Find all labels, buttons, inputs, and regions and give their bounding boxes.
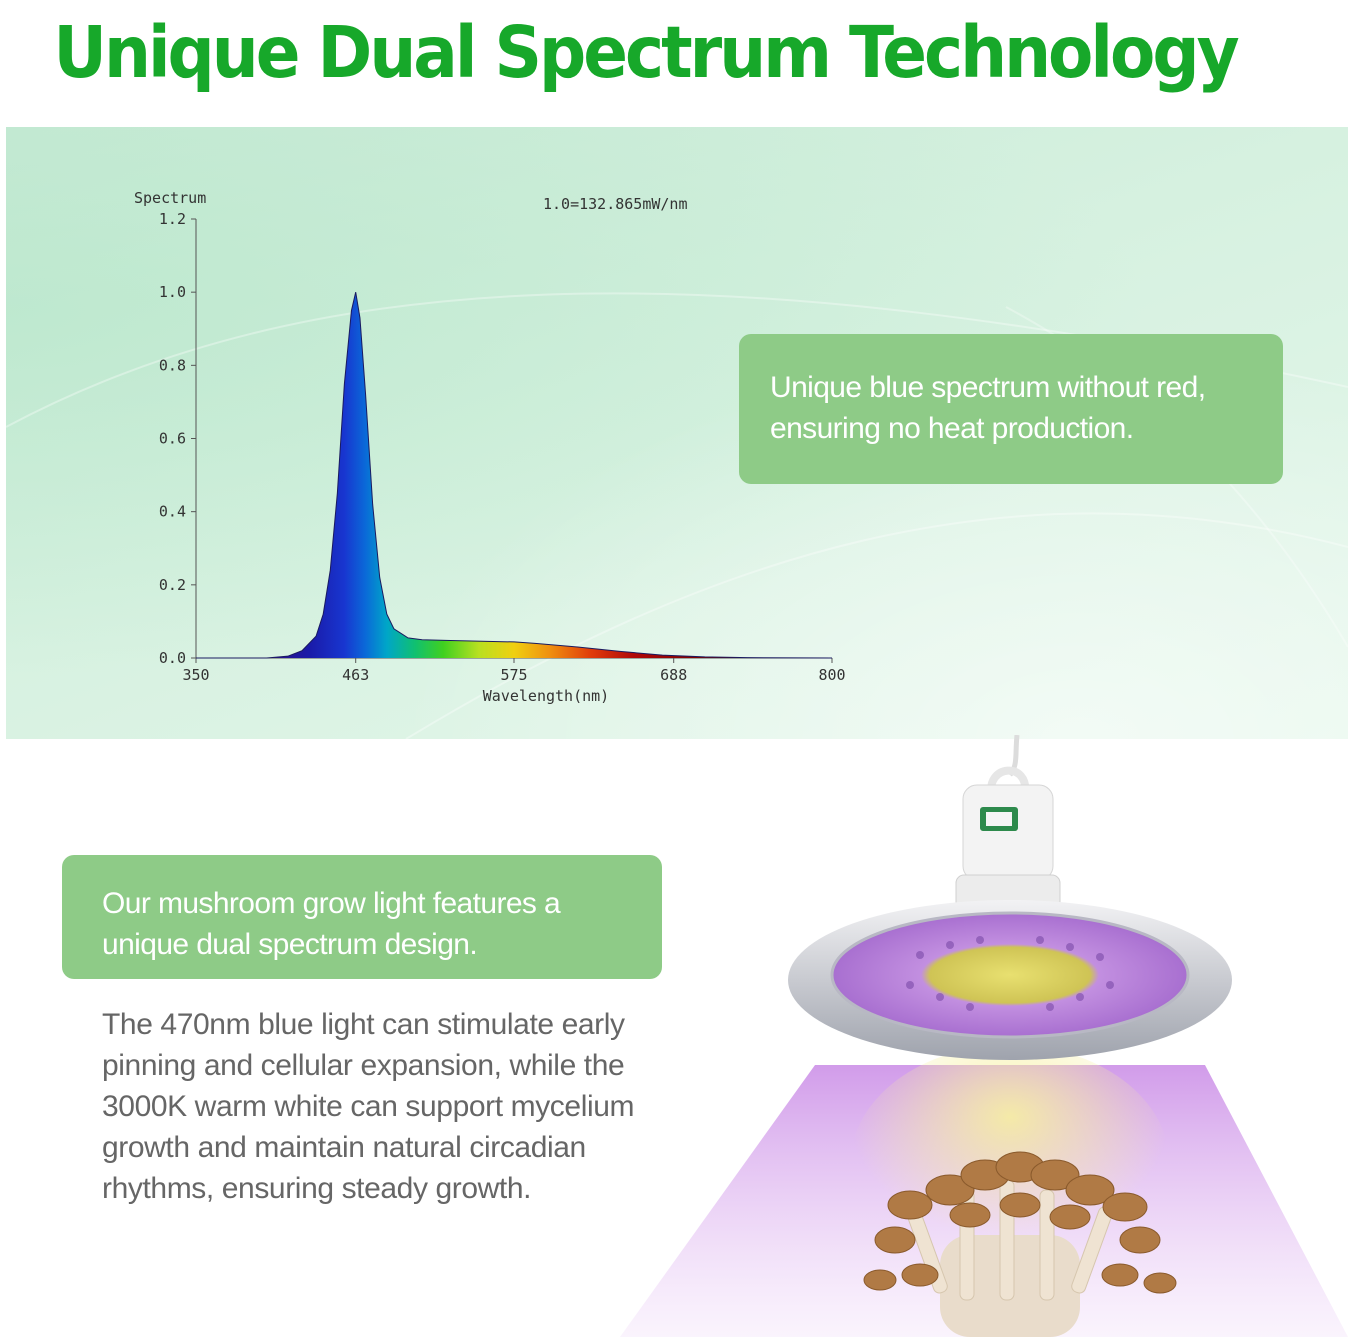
description-line-1: The 470nm blue light can stimulate early (102, 1008, 625, 1041)
description-line-4: growth and maintain natural circadian (102, 1131, 586, 1164)
dual-spectrum-callout-line-2: unique dual spectrum design. (102, 928, 478, 961)
y-tick-label: 0.0 (159, 649, 186, 667)
description-text: The 470nm blue light can stimulate early… (102, 1004, 722, 1209)
y-tick-label: 0.4 (159, 503, 186, 521)
spectrum-chart: Spectrum 1.0=132.865mW/nm Wavelength(nm)… (134, 189, 846, 705)
chart-ticks: 0.0 0.2 0.4 0.6 0.8 1.0 1.2 350 463 575 688 800 (159, 210, 846, 684)
description-line-5: rhythms, ensuring steady growth. (102, 1172, 532, 1205)
product-illustration (620, 735, 1348, 1337)
description-line-3: 3000K warm white can support mycelium (102, 1090, 635, 1123)
led-panel-border (830, 911, 1190, 1039)
led-panel (832, 913, 1188, 1037)
mushroom-cluster (863, 1151, 1177, 1337)
y-tick-label: 0.6 (159, 430, 186, 448)
y-tick-label: 0.2 (159, 576, 186, 594)
y-tick-label: 1.0 (159, 283, 186, 301)
chart-annotation: 1.0=132.865mW/nm (543, 195, 688, 213)
spectrum-line-series-0 (196, 292, 833, 659)
power-switch-toggle (986, 812, 1012, 826)
bulb-socket (962, 784, 1054, 881)
blue-spectrum-callout: Unique blue spectrum without red, ensuri… (739, 334, 1283, 484)
led-dots (906, 936, 1114, 1011)
x-tick-label: 688 (660, 666, 687, 684)
y-tick-label: 1.2 (159, 210, 186, 228)
dual-spectrum-callout: Our mushroom grow light features a uniqu… (62, 855, 662, 979)
x-tick-label: 463 (342, 666, 369, 684)
chart-series (196, 292, 833, 659)
blue-spectrum-callout-line-1: Unique blue spectrum without red, (770, 371, 1206, 404)
spectrum-area-series-0 (196, 292, 832, 658)
chart-axes (195, 219, 832, 659)
x-tick-label: 800 (818, 666, 845, 684)
description-line-2: pinning and cellular expansion, while th… (102, 1049, 625, 1082)
x-axis-label: Wavelength(nm) (483, 687, 609, 705)
y-tick-label: 0.8 (159, 356, 186, 374)
dual-spectrum-callout-line-1: Our mushroom grow light features a (102, 887, 561, 920)
page-headline: Unique Dual Spectrum Technology (53, 10, 1239, 95)
y-axis-label: Spectrum (134, 189, 206, 207)
blue-spectrum-callout-line-2: ensuring no heat production. (770, 412, 1134, 445)
x-tick-label: 575 (500, 666, 527, 684)
x-tick-label: 350 (182, 666, 209, 684)
grow-light-illustration (620, 735, 1348, 1337)
